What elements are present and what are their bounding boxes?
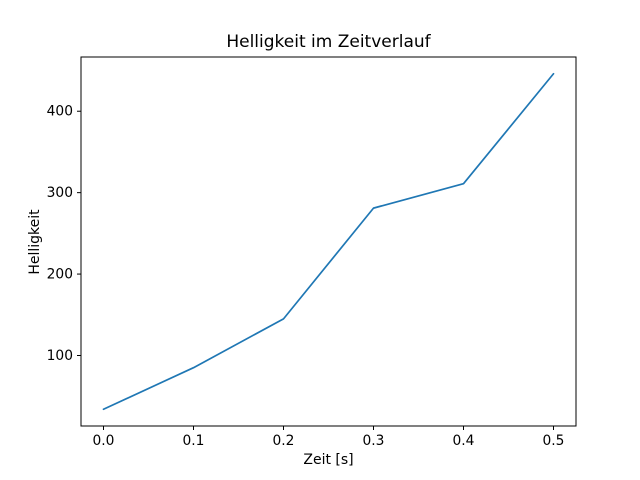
y-axis-label: Helligkeit	[27, 209, 43, 275]
x-axis-label: Zeit [s]	[303, 452, 354, 468]
x-tick-label: 0.4	[453, 433, 475, 449]
y-tick-label: 200	[47, 267, 73, 283]
x-tick-label: 0.3	[363, 433, 385, 449]
y-tick-label: 300	[47, 185, 73, 201]
plot-border	[80, 56, 577, 427]
x-tick-label: 0.1	[183, 433, 205, 449]
data-line	[102, 72, 555, 411]
y-tick-label: 400	[47, 104, 73, 120]
chart-title: Helligkeit im Zeitverlauf	[226, 32, 431, 52]
y-tick-label: 100	[47, 348, 73, 364]
x-tick-label: 0.5	[543, 433, 565, 449]
x-tick-label: 0.2	[273, 433, 295, 449]
x-tick-label: 0.0	[93, 433, 115, 449]
